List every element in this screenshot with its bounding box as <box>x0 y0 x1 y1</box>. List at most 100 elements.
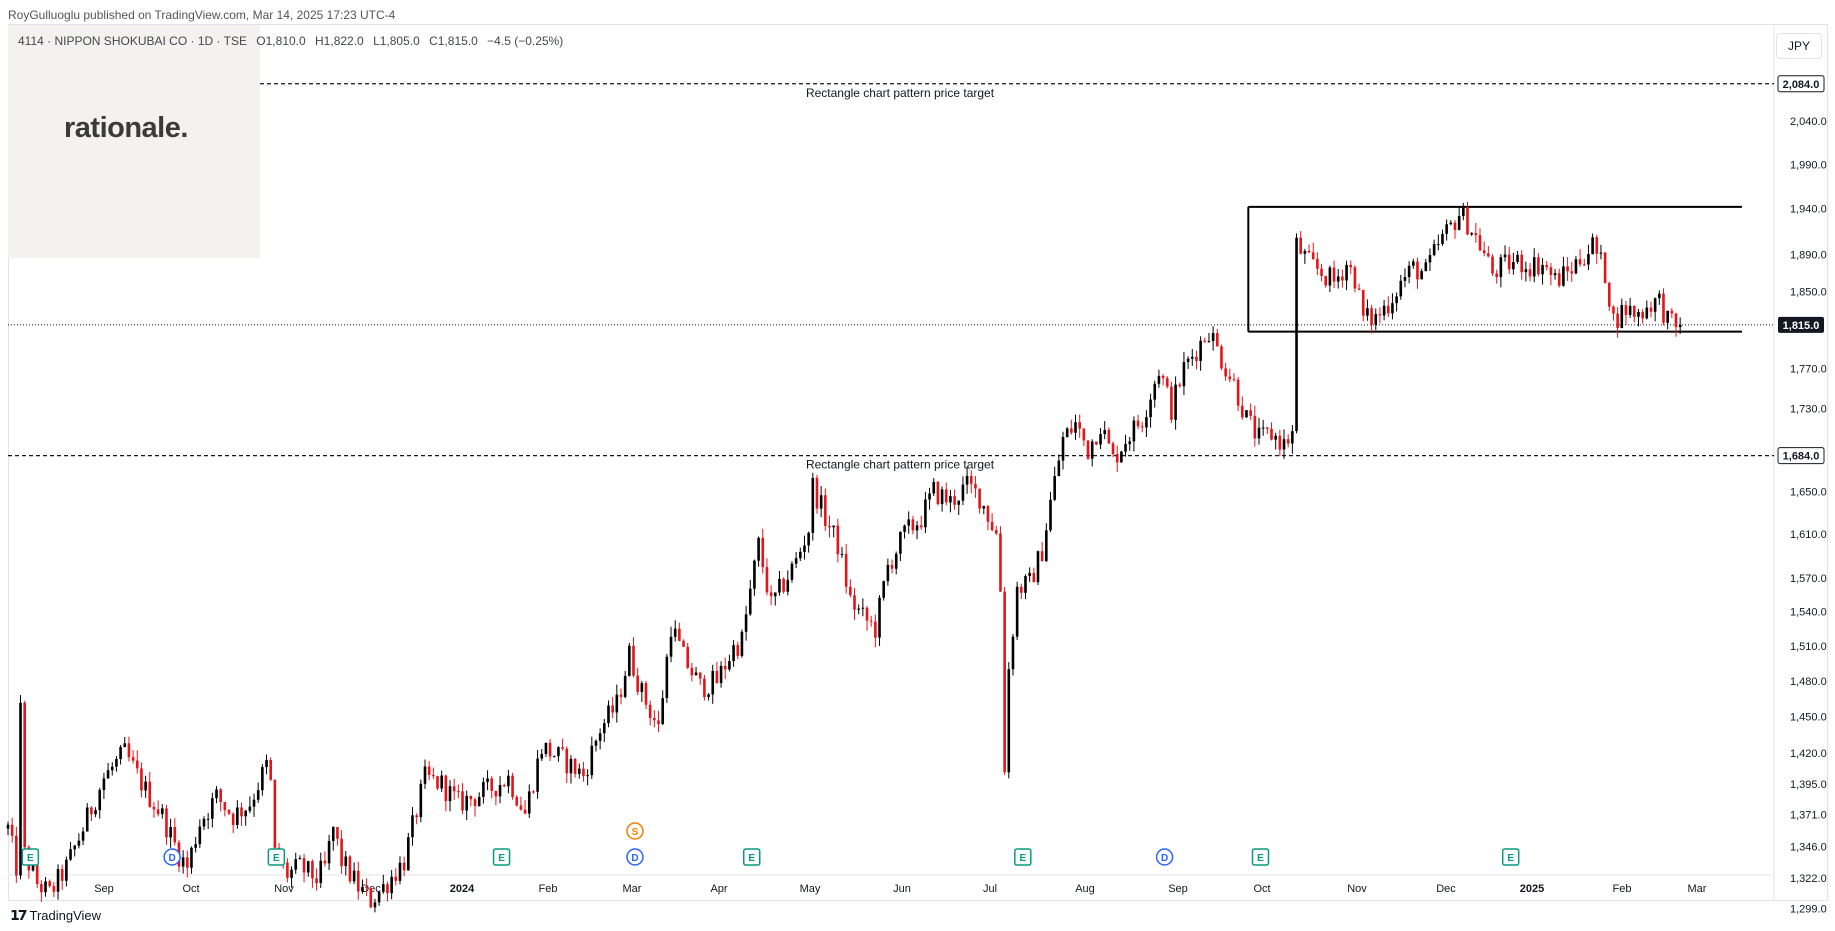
event-marker-d[interactable] <box>626 848 644 866</box>
event-marker-letter: E <box>1257 853 1264 864</box>
price-tick-label: 1,890.0 <box>1790 249 1827 261</box>
tradingview-footer[interactable]: 𝟭𝟳 TradingView <box>10 907 101 924</box>
candle-body <box>311 861 314 879</box>
candle-body <box>815 477 819 509</box>
candle-body <box>703 678 706 698</box>
candle-body <box>803 545 806 552</box>
candle-body <box>911 519 915 531</box>
price-tick-label: 1,770.0 <box>1790 364 1827 376</box>
event-marker-e[interactable] <box>267 848 286 866</box>
candle-body <box>728 660 731 670</box>
symbol-name[interactable]: 4114 · NIPPON SHOKUBAI CO · 1D · TSE <box>18 34 247 48</box>
candle-body <box>1011 636 1015 670</box>
event-marker-s[interactable] <box>626 822 644 840</box>
candle-body <box>953 496 956 505</box>
candle-body <box>1345 264 1348 281</box>
event-marker-d[interactable] <box>163 848 181 866</box>
candle-body <box>640 683 644 692</box>
event-marker-letter: S <box>632 827 639 838</box>
candle-body <box>236 807 239 826</box>
currency-button[interactable]: JPY <box>1776 33 1822 59</box>
candle-body <box>940 489 944 505</box>
candle-body <box>1253 415 1257 439</box>
candle-body <box>386 884 389 894</box>
event-marker-e[interactable] <box>743 848 761 866</box>
candle-body <box>1653 298 1657 312</box>
candle-body <box>1145 417 1148 428</box>
candle-body <box>248 806 252 811</box>
candle-body <box>440 775 443 789</box>
candle-body <box>1403 277 1407 281</box>
candle-body <box>723 665 727 670</box>
candle-body <box>623 675 627 697</box>
candle-body <box>636 675 639 692</box>
candle-body <box>577 768 581 774</box>
candle-body <box>1090 441 1094 459</box>
candle-body <box>1603 252 1607 283</box>
candle-body <box>344 856 348 867</box>
event-marker-e[interactable] <box>1251 848 1270 866</box>
candle-body <box>427 766 431 775</box>
candle-body <box>682 640 685 647</box>
event-marker-d[interactable] <box>1155 848 1174 866</box>
candle-body <box>919 525 923 528</box>
time-tick-label: Nov <box>1347 883 1367 895</box>
price-tick-label: 1,990.0 <box>1790 159 1827 171</box>
time-tick-label: Nov <box>274 883 294 895</box>
candle-body <box>477 796 481 807</box>
candle-body <box>273 779 277 848</box>
event-layer: E D E E D S E E D E E <box>21 822 1520 866</box>
candle-body <box>1199 340 1202 361</box>
candle-body <box>1103 429 1107 435</box>
event-marker-e[interactable] <box>21 848 40 866</box>
candle-body <box>407 837 410 871</box>
candle-body <box>494 790 498 797</box>
candle-body <box>653 717 656 721</box>
candle-body <box>694 672 698 676</box>
brand-logo: rationale. <box>64 112 188 144</box>
candle-body <box>1207 341 1211 343</box>
candle-body <box>1499 257 1503 278</box>
candle-body <box>194 844 197 848</box>
candle-body <box>10 824 14 836</box>
candle-body <box>1674 313 1678 328</box>
event-marker-e[interactable] <box>1501 848 1520 866</box>
candle-body <box>265 759 268 768</box>
candle-body <box>1028 572 1031 577</box>
candle-body <box>1186 358 1190 363</box>
event-marker-e[interactable] <box>492 848 511 866</box>
candle-body <box>181 857 185 867</box>
candle-body <box>1291 431 1294 444</box>
event-marker-e[interactable] <box>1014 848 1032 866</box>
price-target-badge <box>1777 75 1825 93</box>
candle-body <box>698 672 702 679</box>
candle-body <box>782 578 785 592</box>
candle-body <box>1662 293 1665 323</box>
candle-body <box>794 558 798 564</box>
price-tick-label: 1,540.0 <box>1790 607 1827 619</box>
candle-body <box>536 758 539 792</box>
candle-body <box>686 646 690 668</box>
candle-body <box>65 859 68 881</box>
candle-body <box>1149 399 1152 418</box>
event-marker-letter: E <box>748 853 755 864</box>
candle-body <box>669 636 673 657</box>
candle-body <box>1445 224 1448 234</box>
candle-body <box>1599 252 1603 254</box>
candle-body <box>1316 259 1319 269</box>
candle-body <box>1249 410 1252 416</box>
candle-body <box>1432 244 1436 256</box>
candle-body <box>1532 257 1536 277</box>
candle-body <box>1061 437 1065 461</box>
candle-body <box>519 805 523 810</box>
candle-body <box>1382 305 1386 316</box>
candle-body <box>673 628 677 637</box>
candle-body <box>1449 222 1453 225</box>
candle-body <box>878 597 881 638</box>
candle-body <box>861 607 865 609</box>
candle-body <box>594 740 598 746</box>
candle-body <box>1140 426 1144 428</box>
candle-body <box>1357 288 1361 290</box>
time-tick-label: Mar <box>623 883 642 895</box>
